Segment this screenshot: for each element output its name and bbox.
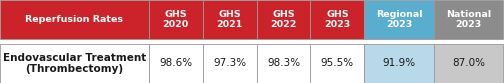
- Text: GHS
2022: GHS 2022: [270, 10, 297, 29]
- Bar: [0, 44, 149, 83]
- Text: 91.9%: 91.9%: [383, 59, 416, 68]
- Bar: [203, 0, 257, 39]
- Text: GHS
2023: GHS 2023: [324, 10, 351, 29]
- Bar: [434, 0, 503, 39]
- Bar: [364, 0, 434, 39]
- Bar: [0, 0, 149, 39]
- Text: Reperfusion Rates: Reperfusion Rates: [25, 15, 123, 24]
- Bar: [257, 44, 310, 83]
- Text: 98.3%: 98.3%: [267, 59, 300, 68]
- Text: 97.3%: 97.3%: [213, 59, 246, 68]
- Bar: [257, 0, 310, 39]
- Text: 98.6%: 98.6%: [159, 59, 192, 68]
- Text: GHS
2020: GHS 2020: [162, 10, 189, 29]
- Bar: [203, 44, 257, 83]
- Bar: [149, 0, 203, 39]
- Bar: [149, 44, 203, 83]
- Text: 87.0%: 87.0%: [452, 59, 485, 68]
- Bar: [364, 44, 434, 83]
- Bar: [434, 44, 503, 83]
- Text: 95.5%: 95.5%: [321, 59, 354, 68]
- Bar: [310, 44, 364, 83]
- Text: GHS
2021: GHS 2021: [216, 10, 243, 29]
- Text: Endovascular Treatment
(Thrombectomy): Endovascular Treatment (Thrombectomy): [3, 53, 146, 74]
- Text: National
2023: National 2023: [446, 10, 491, 29]
- Bar: [310, 0, 364, 39]
- Text: Regional
2023: Regional 2023: [376, 10, 422, 29]
